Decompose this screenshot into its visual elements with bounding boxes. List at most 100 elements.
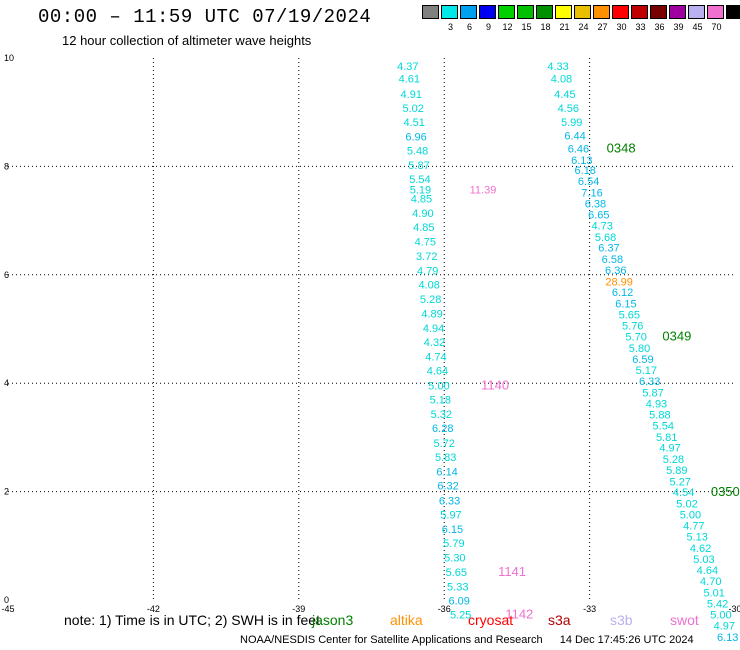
legend-label: 45 (692, 22, 703, 32)
data-point-label: 5.76 (622, 321, 643, 333)
x-tick-label: -30 (728, 604, 740, 614)
data-point-label: 4.08 (418, 280, 439, 292)
y-tick-label: 6 (4, 270, 9, 280)
data-point-label: 4.61 (399, 74, 420, 86)
legend-swatch (536, 5, 553, 19)
x-tick-label: -39 (292, 604, 305, 614)
data-point-label: 6.09 (449, 596, 470, 608)
track-time-label: 0349 (662, 329, 691, 344)
y-tick-label: 0 (4, 595, 9, 605)
data-point-label: 6.13 (571, 155, 592, 167)
data-point-label: 5.32 (431, 409, 452, 421)
data-point-label: 6.13 (717, 632, 738, 644)
data-point-label: 5.97 (440, 509, 461, 521)
data-point-label: 4.85 (413, 222, 434, 234)
data-point-label: 5.00 (428, 380, 449, 392)
legend-label: 27 (597, 22, 608, 32)
footer-credit: NOAA/NESDIS Center for Satellite Applica… (240, 634, 543, 646)
data-point-label: 4.54 (673, 487, 694, 499)
legend-swatch (669, 5, 686, 19)
satellite-swot: swot (670, 612, 699, 628)
data-point-label: 6.28 (432, 423, 453, 435)
data-point-label: 4.45 (554, 89, 575, 101)
satellite-cryosat: cryosat (468, 612, 514, 628)
data-point-label: 5.65 (446, 567, 467, 579)
data-point-label: 6.33 (439, 495, 460, 507)
chart-subtitle: 12 hour collection of altimeter wave hei… (62, 33, 312, 48)
legend-swatch (441, 5, 458, 19)
legend-swatch (612, 5, 629, 19)
data-point-label: 4.91 (401, 89, 422, 101)
data-point-label: 4.56 (558, 103, 579, 115)
legend-label: 3 (447, 22, 453, 32)
data-point-label: 11.39 (470, 185, 497, 197)
data-point-label: 4.75 (415, 237, 436, 249)
data-point-label: 5.89 (666, 465, 687, 477)
x-tick-label: -36 (438, 604, 451, 614)
data-point-label: 5.88 (649, 410, 670, 422)
legend-label: 12 (502, 22, 513, 32)
track-time-label: 1142 (505, 607, 533, 622)
legend-swatch (555, 5, 572, 19)
data-point-label: 5.48 (407, 146, 428, 158)
data-point-label: 5.18 (430, 394, 451, 406)
satellite-altika: altika (390, 612, 423, 628)
data-point-label: 5.87 (408, 160, 429, 172)
data-point-label: 6.65 (588, 210, 609, 222)
track-time-label: 0350 (711, 484, 740, 499)
data-point-label: 5.28 (663, 454, 684, 466)
data-point-label: 6.18 (575, 165, 596, 177)
data-point-label: 4.94 (423, 323, 444, 335)
data-point-label: 5.81 (656, 432, 677, 444)
legend-label: 39 (673, 22, 684, 32)
data-point-label: 4.97 (714, 620, 735, 632)
data-point-label: 5.99 (561, 117, 582, 129)
data-point-label: 3.72 (416, 251, 437, 263)
track-time-label: 0348 (607, 141, 636, 156)
data-point-label: 4.08 (551, 74, 572, 86)
satellite-jason3: jason3 (312, 612, 354, 628)
data-point-label: 5.79 (443, 538, 464, 550)
data-point-label: 5.25 (450, 610, 471, 622)
data-point-label: 6.59 (632, 354, 653, 366)
data-point-label: 6.14 (436, 467, 457, 479)
data-point-label: 5.03 (693, 554, 714, 566)
data-point-label: 4.33 (547, 61, 568, 73)
data-point-label: 4.64 (697, 565, 718, 577)
data-point-label: 5.65 (619, 309, 640, 321)
data-point-label: 6.32 (437, 481, 458, 493)
data-point-label: 4.64 (427, 366, 448, 378)
data-point-label: 5.02 (402, 103, 423, 115)
data-point-label: 6.38 (585, 198, 606, 210)
legend-label: 30 (616, 22, 627, 32)
footer: NOAA/NESDIS Center for Satellite Applica… (240, 634, 694, 646)
legend-swatch (726, 5, 740, 19)
legend-swatch (422, 5, 439, 19)
data-point-label: 5.00 (680, 509, 701, 521)
y-tick-label: 8 (4, 161, 9, 171)
data-point-label: 4.37 (397, 61, 418, 73)
data-point-label: 6.15 (615, 299, 636, 311)
legend-label: 15 (521, 22, 532, 32)
legend-swatch (498, 5, 515, 19)
data-point-label: 5.00 (710, 610, 731, 622)
data-point-label: 4.51 (403, 117, 424, 129)
legend-label: 24 (578, 22, 589, 32)
satellite-s3b: s3b (610, 612, 633, 628)
data-point-label: 4.97 (659, 443, 680, 455)
legend-swatch (460, 5, 477, 19)
data-point-label: 4.85 (411, 193, 432, 205)
data-point-label: 4.79 (417, 265, 438, 277)
legend-swatch (479, 5, 496, 19)
data-point-label: 5.02 (676, 499, 697, 511)
legend-label: 9 (485, 22, 491, 32)
data-point-label: 6.12 (612, 287, 633, 299)
legend-swatch (574, 5, 591, 19)
data-point-label: 5.83 (435, 452, 456, 464)
data-point-label: 4.77 (683, 521, 704, 533)
y-tick-label: 2 (4, 487, 9, 497)
units-note: note: 1) Time is in UTC; 2) SWH is in fe… (64, 612, 320, 628)
data-point-label: 7.16 (581, 187, 602, 199)
data-point-label: 5.17 (636, 365, 657, 377)
